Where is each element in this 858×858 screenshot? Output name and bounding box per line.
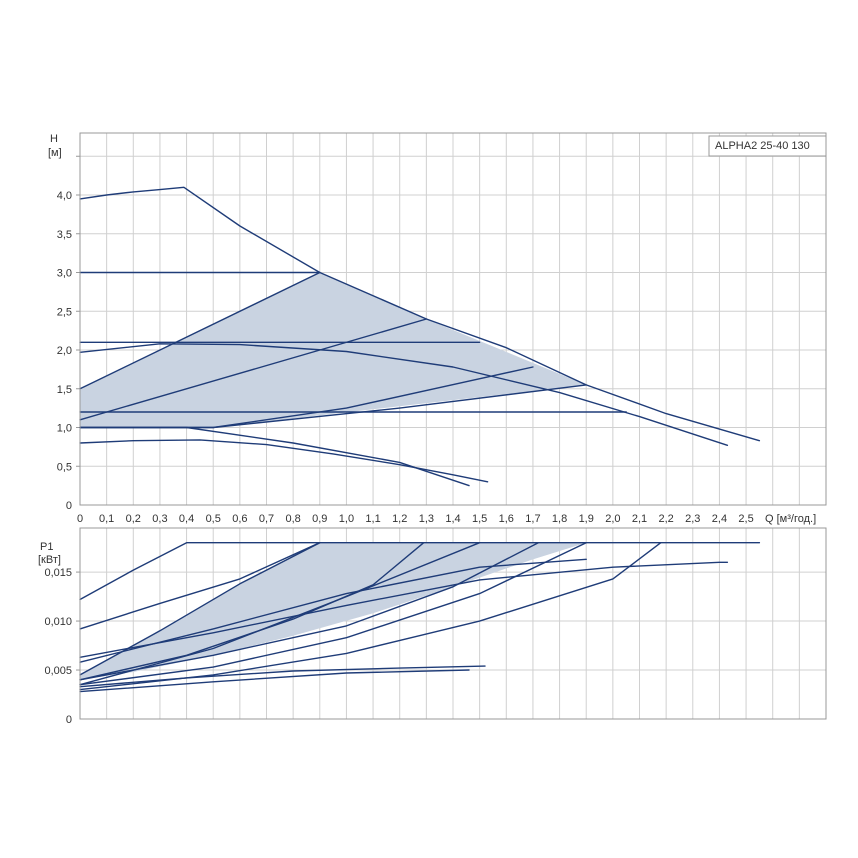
head-y-tick-label: 2,0 (57, 345, 72, 357)
power-y-tick-label: 0,010 (44, 616, 72, 628)
power-y-axis-label: P1 (40, 541, 53, 553)
power-curve-5 (79, 542, 481, 686)
power-curve-12 (79, 669, 470, 693)
head-x-tick-label: 1,3 (419, 513, 434, 525)
head-x-tick-label: 1,8 (552, 513, 567, 525)
head-x-tick-label: 1,1 (365, 513, 380, 525)
head-x-tick-label: 2,1 (632, 513, 647, 525)
head-y-tick-label: 3,0 (57, 268, 72, 280)
head-x-tick-label: 2,4 (712, 513, 727, 525)
head-x-tick-label: 2,3 (685, 513, 700, 525)
power-y-tick-label: 0 (66, 714, 72, 726)
power-plot-frame (79, 527, 827, 720)
power-curve-1 (79, 542, 761, 601)
head-y-tick-labels: 0 0,5 1,0 1,5 2,0 2,5 3,0 3,5 4,0 (57, 190, 72, 512)
power-chart: 0 0,005 0,010 0,015 P1 [кВт] (38, 527, 827, 726)
head-x-axis-label: Q [м³/год.] (765, 513, 816, 525)
power-y-tick-label: 0,015 (44, 567, 72, 579)
power-curve-2 (79, 542, 321, 630)
head-x-tick-label: 0,7 (259, 513, 274, 525)
head-curves (79, 186, 761, 487)
head-y-tick-label: 0,5 (57, 461, 72, 473)
head-y-tick-label: 1,5 (57, 384, 72, 396)
head-x-tick-label: 0 (77, 513, 83, 525)
head-x-tick-label: 0,4 (179, 513, 194, 525)
power-y-axis-unit: [кВт] (38, 554, 61, 566)
head-grid (76, 133, 826, 505)
head-curve-5 (79, 271, 321, 390)
head-plot-frame (79, 132, 827, 506)
head-x-tick-label: 0,1 (99, 513, 114, 525)
power-curves (79, 542, 761, 693)
power-curve-6 (79, 542, 539, 681)
power-curve-11 (79, 665, 486, 688)
head-x-tick-label: 0,2 (126, 513, 141, 525)
head-x-tick-label: 2,0 (605, 513, 620, 525)
head-x-tick-label: 1,5 (472, 513, 487, 525)
head-x-tick-label: 1,2 (392, 513, 407, 525)
head-curve-9 (79, 343, 729, 446)
head-x-tick-label: 0,5 (206, 513, 221, 525)
head-y-tick-label: 2,5 (57, 306, 72, 318)
head-x-tick-label: 1,7 (525, 513, 540, 525)
power-y-tick-label: 0,005 (44, 665, 72, 677)
head-x-tick-label: 2,2 (658, 513, 673, 525)
head-x-tick-label: 1,6 (499, 513, 514, 525)
head-x-tick-label: 0,9 (312, 513, 327, 525)
head-x-tick-labels: 0 0,1 0,2 0,3 0,4 0,5 0,6 0,7 0,8 0,9 1,0 1,1 1,2 1,3… (77, 513, 754, 525)
power-curve-10 (79, 558, 587, 663)
head-y-tick-label: 4,0 (57, 190, 72, 202)
head-x-tick-label: 0,8 (285, 513, 300, 525)
head-x-tick-label: 0,3 (152, 513, 167, 525)
power-curve-4 (79, 542, 425, 681)
head-y-tick-label: 3,5 (57, 229, 72, 241)
model-label: ALPHA2 25-40 130 (715, 140, 810, 152)
head-y-axis-unit: [м] (48, 147, 62, 159)
head-x-tick-label: 0,6 (232, 513, 247, 525)
head-y-axis-label: H (50, 133, 58, 145)
head-curve-1 (79, 186, 761, 442)
head-x-tick-label: 1,0 (339, 513, 354, 525)
head-curve-6 (79, 318, 428, 421)
power-curve-9 (79, 561, 729, 658)
power-y-tick-labels: 0 0,005 0,010 0,015 (44, 567, 72, 726)
head-x-tick-label: 1,9 (579, 513, 594, 525)
head-chart: 00,51,01,52,02,53,03,54,0 0 0,1 0,2 0,3 0,4 0… (48, 132, 827, 525)
head-x-tick-label: 1,4 (445, 513, 460, 525)
model-label-box (708, 135, 827, 157)
head-y-tick-label: 0 (66, 500, 72, 512)
head-y-tick-label: 1,0 (57, 423, 72, 435)
head-curve-10 (79, 426, 470, 487)
head-x-tick-label: 2,5 (738, 513, 753, 525)
head-curve-11 (79, 439, 489, 483)
power-operating-area (80, 542, 587, 680)
